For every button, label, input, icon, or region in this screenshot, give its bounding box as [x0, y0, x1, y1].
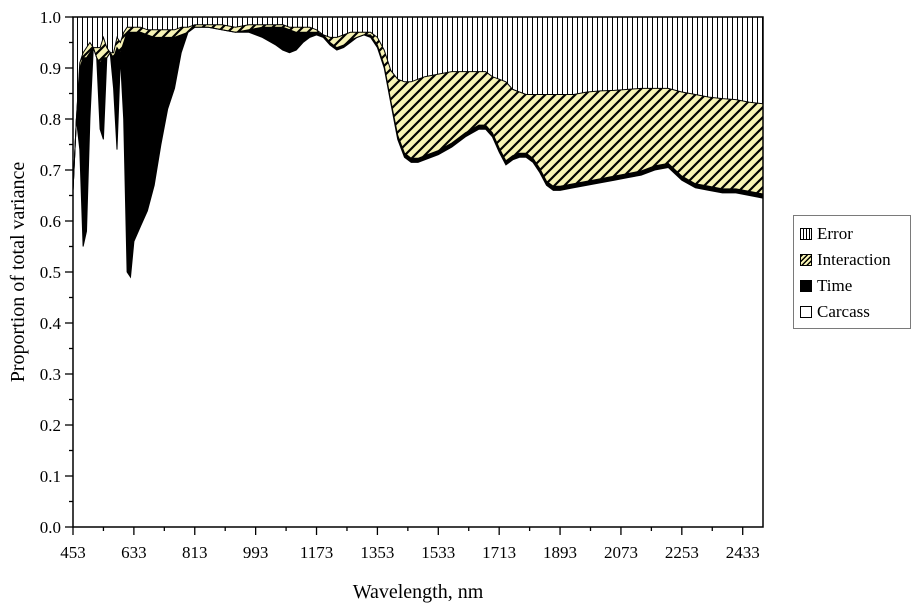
legend-item-error: Error	[800, 221, 910, 247]
y-axis-label: Proportion of total variance	[7, 162, 29, 383]
series-boundary-line	[72, 24, 764, 191]
legend-item-carcass: Carcass	[800, 299, 910, 325]
x-tick-label: 1353	[360, 543, 394, 562]
legend: Error Interaction Time Carcass	[793, 215, 911, 329]
x-axis-label: Wavelength, nm	[353, 581, 484, 603]
x-tick-label: 993	[243, 543, 269, 562]
y-axis: 0.0 0.1 0.2 0.3 0.4 0.5 0.6 0.7 0.8 0.9 1.0	[40, 8, 73, 537]
series-boundary-line	[72, 26, 764, 195]
legend-swatch-carcass	[800, 306, 812, 318]
x-tick-label: 2433	[726, 543, 760, 562]
legend-item-time: Time	[800, 273, 910, 299]
plot-area	[72, 17, 764, 527]
legend-swatch-error	[800, 228, 812, 240]
area-interaction	[73, 24, 763, 194]
area-time	[73, 27, 763, 278]
y-tick-label: 0.2	[40, 416, 61, 435]
legend-label-time: Time	[817, 276, 853, 295]
y-tick-label: 0.5	[40, 263, 61, 282]
x-tick-label: 1893	[543, 543, 577, 562]
legend-label-interaction: Interaction	[817, 250, 891, 269]
x-tick-label: 813	[182, 543, 208, 562]
legend-label-carcass: Carcass	[817, 302, 870, 321]
y-tick-label: 0.3	[40, 365, 61, 384]
y-tick-label: 0.7	[40, 161, 62, 180]
y-tick-label: 0.0	[40, 518, 61, 537]
x-tick-label: 2073	[604, 543, 638, 562]
y-tick-label: 0.6	[40, 212, 61, 231]
legend-swatch-time	[800, 280, 812, 292]
legend-item-interaction: Interaction	[800, 247, 910, 273]
y-tick-label: 0.4	[40, 314, 62, 333]
x-tick-label: 2253	[665, 543, 699, 562]
x-tick-label: 633	[121, 543, 147, 562]
x-axis: 453 633 813 993 1173 1353 1533 1713 1893 2073 2253…	[60, 527, 760, 562]
y-tick-label: 0.8	[40, 110, 61, 129]
legend-label-error: Error	[817, 224, 853, 243]
x-tick-label: 1173	[300, 543, 333, 562]
y-tick-label: 0.1	[40, 467, 61, 486]
x-tick-label: 453	[60, 543, 86, 562]
area-error	[73, 17, 763, 191]
x-tick-label: 1713	[482, 543, 516, 562]
x-tick-label: 1533	[421, 543, 455, 562]
legend-swatch-interaction	[800, 254, 812, 266]
y-tick-label: 1.0	[40, 8, 61, 27]
y-tick-label: 0.9	[40, 59, 61, 78]
area-carcass	[73, 27, 763, 527]
series-boundary-line	[72, 26, 764, 279]
